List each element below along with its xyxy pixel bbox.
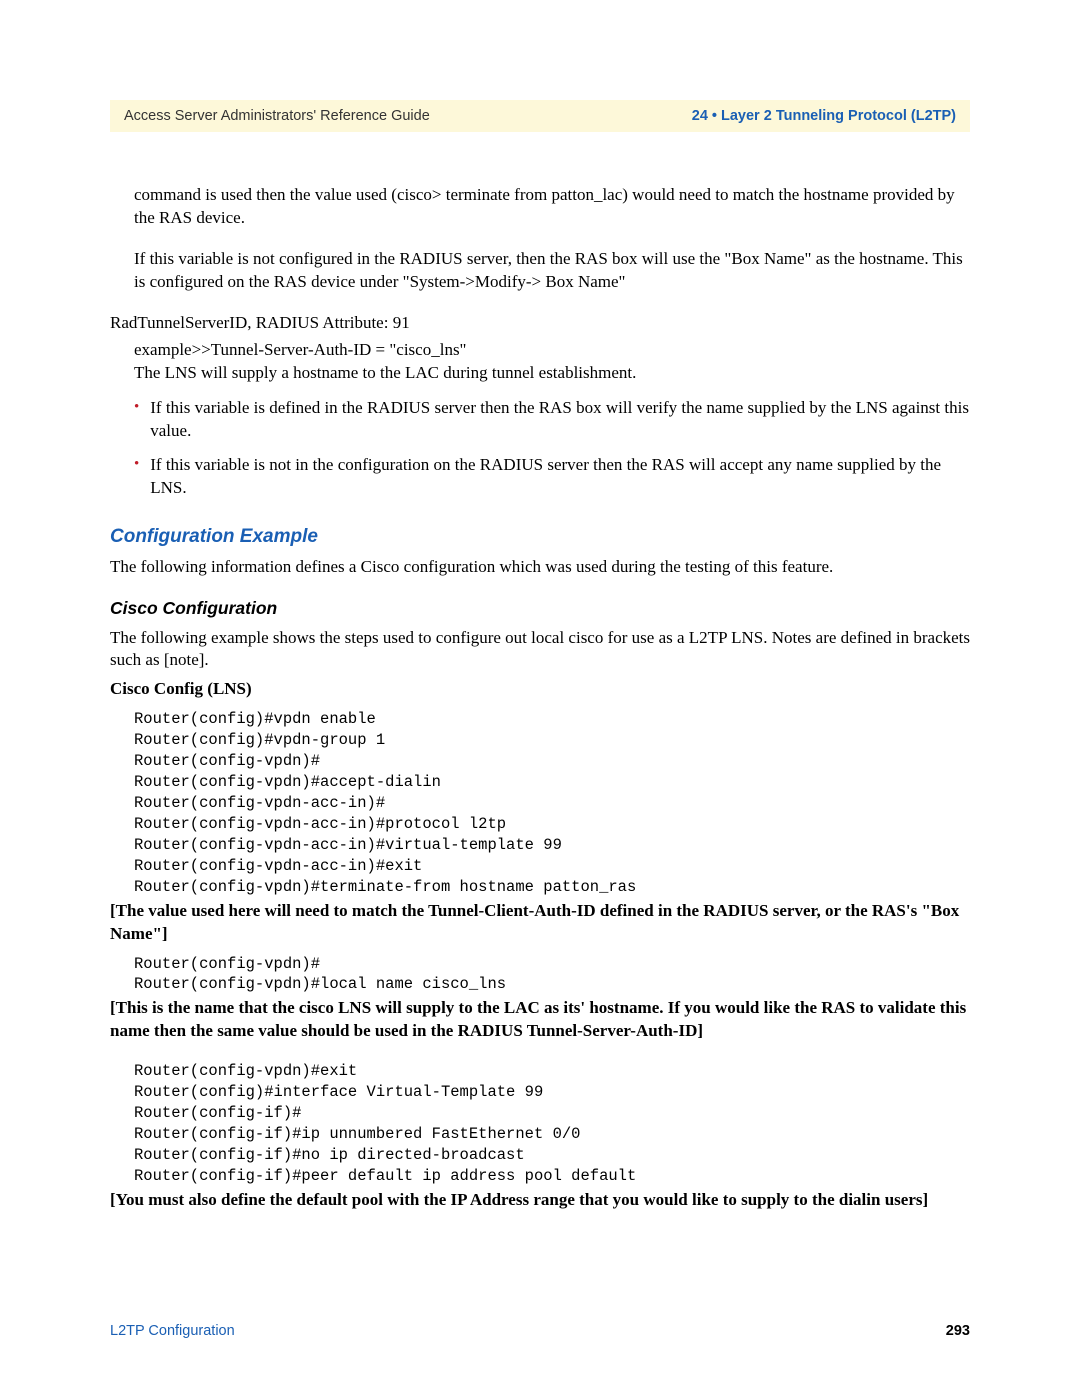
example-line: example>>Tunnel-Server-Auth-ID = "cisco_… <box>134 339 970 362</box>
subsection-heading: Cisco Configuration <box>110 597 970 621</box>
attribute-label: RadTunnelServerID, RADIUS Attribute: 91 <box>110 312 970 335</box>
list-item: • If this variable is not in the configu… <box>134 454 970 500</box>
example-block: example>>Tunnel-Server-Auth-ID = "cisco_… <box>134 339 970 385</box>
config-note: [This is the name that the cisco LNS wil… <box>110 997 970 1043</box>
document-page: Access Server Administrators' Reference … <box>0 0 1080 1272</box>
code-block: Router(config)#vpdn enable Router(config… <box>134 709 970 897</box>
footer-topic: L2TP Configuration <box>110 1323 235 1339</box>
page-footer: L2TP Configuration 293 <box>110 1323 970 1339</box>
bullet-icon: • <box>134 397 139 443</box>
config-note: [You must also define the default pool w… <box>110 1189 970 1212</box>
subsection-intro: The following example shows the steps us… <box>110 627 970 673</box>
example-line: The LNS will supply a hostname to the LA… <box>134 362 970 385</box>
page-header: Access Server Administrators' Reference … <box>110 100 970 132</box>
code-block: Router(config-vpdn)# Router(config-vpdn)… <box>134 954 970 996</box>
config-label: Cisco Config (LNS) <box>110 678 970 701</box>
section-heading: Configuration Example <box>110 524 970 550</box>
bullet-text: If this variable is defined in the RADIU… <box>150 397 970 443</box>
page-content: command is used then the value used (cis… <box>110 184 970 1212</box>
chapter-title: 24 • Layer 2 Tunneling Protocol (L2TP) <box>692 108 956 124</box>
list-item: • If this variable is defined in the RAD… <box>134 397 970 443</box>
doc-title: Access Server Administrators' Reference … <box>124 108 430 124</box>
section-intro: The following information defines a Cisc… <box>110 556 970 579</box>
body-paragraph: command is used then the value used (cis… <box>134 184 970 230</box>
code-block: Router(config-vpdn)#exit Router(config)#… <box>134 1061 970 1187</box>
bullet-list: • If this variable is defined in the RAD… <box>134 397 970 501</box>
body-paragraph: If this variable is not configured in th… <box>134 248 970 294</box>
bullet-text: If this variable is not in the configura… <box>150 454 970 500</box>
page-number: 293 <box>946 1323 970 1339</box>
bullet-icon: • <box>134 454 139 500</box>
config-note: [The value used here will need to match … <box>110 900 970 946</box>
